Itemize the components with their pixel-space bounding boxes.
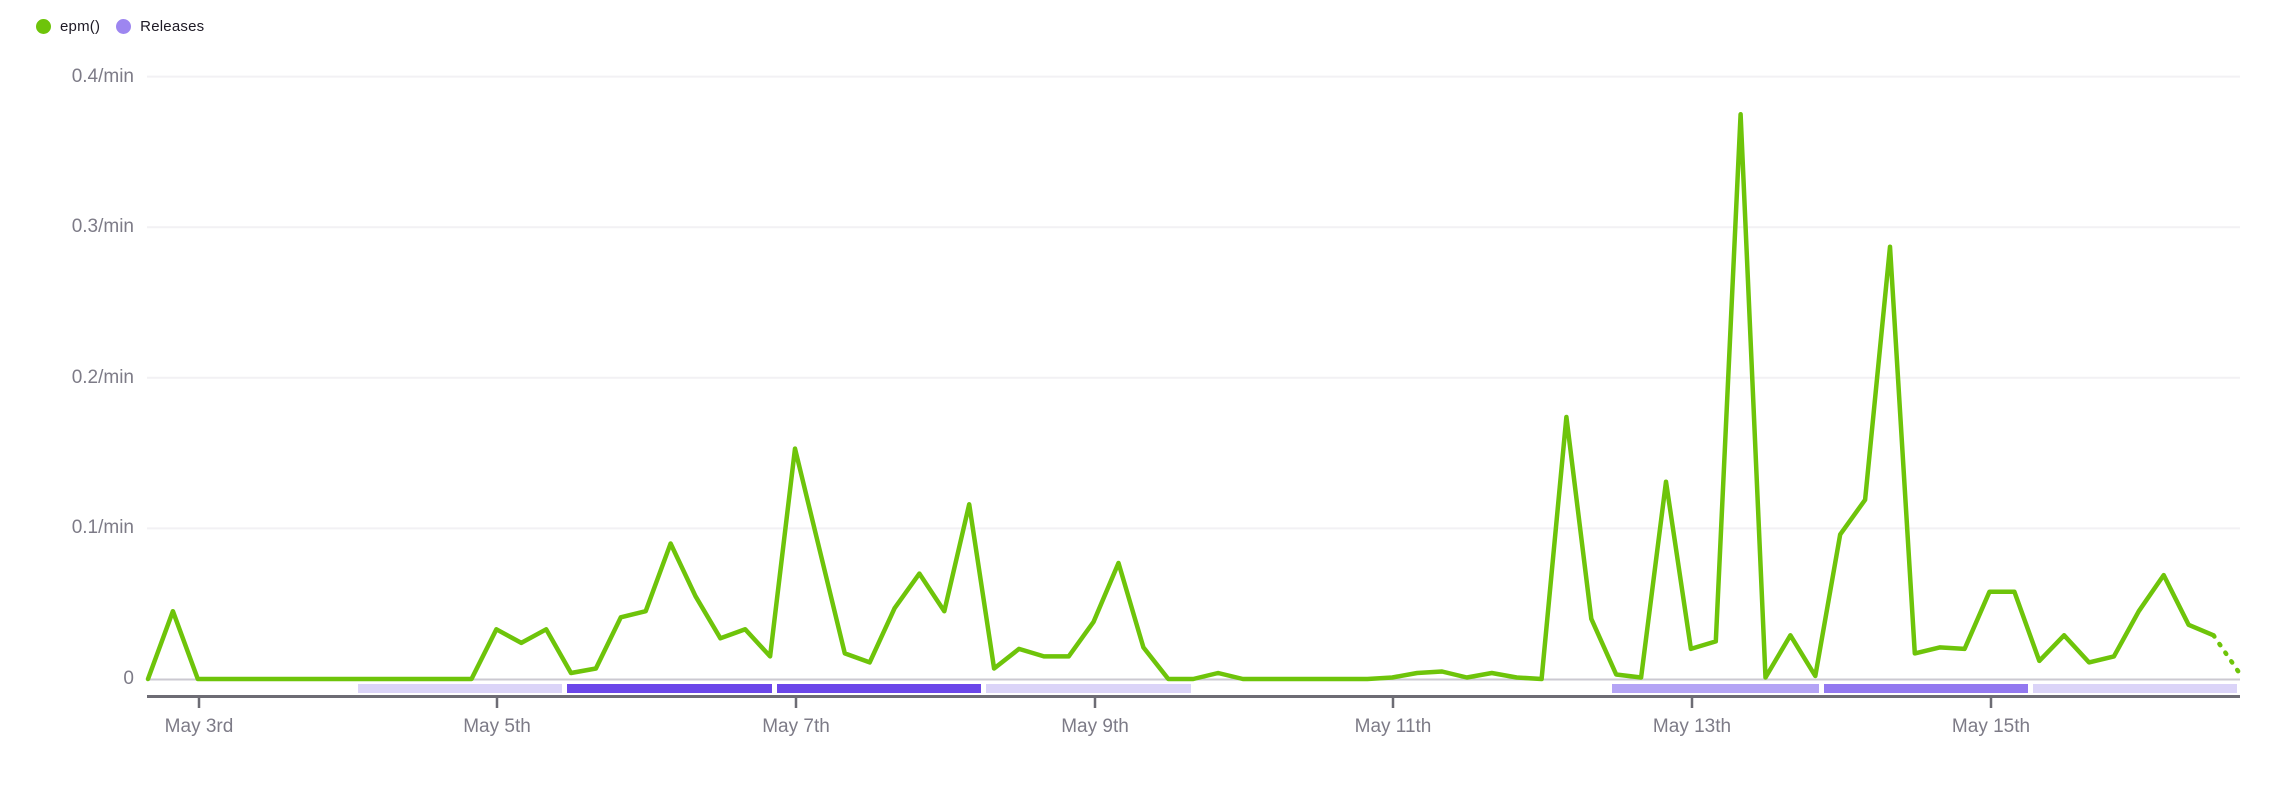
legend-label-epm: epm() — [60, 18, 101, 35]
y-axis-label: 0 — [123, 668, 134, 689]
legend-item-epm[interactable]: epm() — [36, 18, 100, 35]
chart-legend: epm() Releases — [36, 18, 204, 35]
release-band[interactable] — [1612, 684, 1819, 693]
epm-series-color-dot — [36, 19, 51, 34]
x-axis-label: May 9th — [1061, 716, 1129, 737]
legend-label-releases: Releases — [140, 18, 205, 35]
x-axis-label: May 11th — [1354, 716, 1432, 737]
y-axis-label: 0.1/min — [71, 517, 134, 539]
release-band[interactable] — [1824, 684, 2028, 693]
releases-series-color-dot — [116, 19, 132, 34]
release-band[interactable] — [2033, 684, 2237, 693]
release-band[interactable] — [567, 684, 772, 693]
release-band[interactable] — [986, 684, 1191, 693]
x-axis-label: May 7th — [762, 716, 830, 737]
epm-line — [145, 112, 2216, 682]
x-axis-label: May 15th — [1951, 716, 2031, 737]
x-axis-label: May 5th — [463, 716, 531, 737]
x-axis-label: May 3rd — [164, 716, 234, 737]
epm-line-forecast-dotted — [2211, 633, 2241, 674]
release-band[interactable] — [358, 684, 562, 693]
y-axis-label: 0.4/min — [71, 65, 134, 87]
y-axis-label: 0.2/min — [71, 366, 134, 388]
legend-item-releases[interactable]: Releases — [116, 18, 204, 35]
release-band[interactable] — [777, 684, 981, 693]
x-axis-label: May 13th — [1652, 716, 1732, 737]
y-axis-label: 0.3/min — [71, 216, 134, 238]
